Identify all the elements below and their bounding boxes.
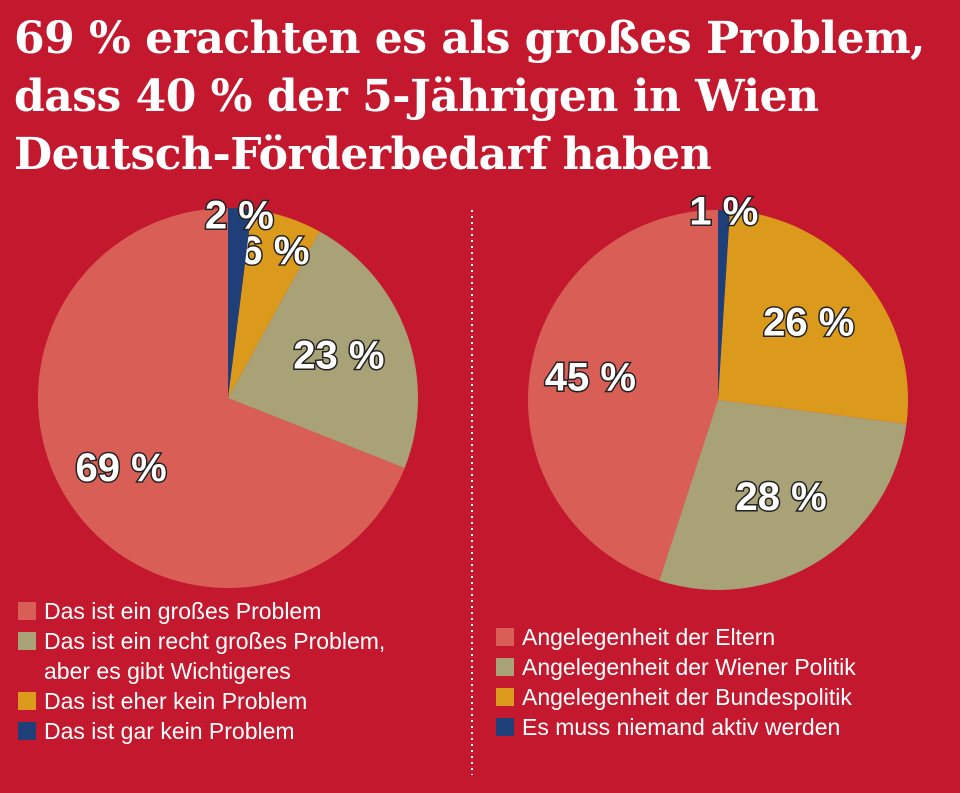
pie-chart-right: 45 % 28 % 26 % 1 % — [527, 188, 908, 590]
legend-swatch — [496, 688, 514, 706]
pie-chart-left: 69 % 23 % 6 %2 % — [37, 192, 419, 588]
chart-title: 69 % erachten es als großes Problem, das… — [14, 13, 925, 180]
pie-slice — [37, 208, 405, 588]
legend-item-gar-kein-problem: Das ist gar kein Problem — [18, 716, 468, 746]
legend-label: Das ist ein recht großes Problem, aber e… — [44, 628, 386, 684]
legend-label: Angelegenheit der Eltern — [522, 624, 776, 650]
legend-swatch — [18, 632, 36, 650]
legend-label: Es muss niemand aktiv werden — [522, 714, 841, 740]
pie-data-label: 1 % — [689, 189, 758, 233]
pie-slice — [228, 208, 252, 398]
pie-slice — [659, 400, 907, 590]
legend-label: Angelegenheit der Wiener Politik — [522, 654, 856, 680]
pie-slice — [228, 209, 320, 398]
pie-data-label: 28 % — [736, 475, 827, 519]
legend-item-grosses-problem: Das ist ein großes Problem — [18, 596, 468, 626]
legend-item-eher-kein-problem: Das ist eher kein Problem — [18, 686, 468, 716]
pie-slice — [527, 210, 718, 581]
legend-swatch — [18, 602, 36, 620]
legend-left: Das ist ein großes Problem Das ist ein r… — [18, 596, 468, 746]
legend-item-wiener-politik: Angelegenheit der Wiener Politik — [496, 652, 946, 682]
pie-slice — [228, 231, 419, 468]
legend-swatch — [496, 718, 514, 736]
legend-label: Das ist ein großes Problem — [44, 598, 322, 624]
pie-data-label: 2 % — [205, 193, 274, 237]
pie-data-label: 26 % — [763, 300, 854, 344]
legend-swatch — [496, 628, 514, 646]
legend-item-recht-grosses-problem: Das ist ein recht großes Problem, aber e… — [18, 626, 468, 686]
pie-data-label: 45 % — [545, 355, 636, 399]
legend-label: Das ist eher kein Problem — [44, 688, 308, 714]
legend-swatch — [18, 722, 36, 740]
legend-label: Angelegenheit der Bundespolitik — [522, 684, 852, 710]
legend-item-bundespolitik: Angelegenheit der Bundespolitik — [496, 682, 946, 712]
legend-right: Angelegenheit der Eltern Angelegenheit d… — [496, 622, 946, 742]
legend-item-eltern: Angelegenheit der Eltern — [496, 622, 946, 652]
legend-item-niemand-aktiv: Es muss niemand aktiv werden — [496, 712, 946, 742]
legend-label: Das ist gar kein Problem — [44, 718, 295, 744]
pie-data-label: 69 % — [76, 446, 167, 490]
legend-swatch — [496, 658, 514, 676]
pie-data-label: 6 % — [241, 229, 310, 273]
legend-swatch — [18, 692, 36, 710]
pie-slice — [718, 210, 730, 400]
pie-data-label: 23 % — [293, 334, 384, 378]
pie-slice — [718, 210, 908, 424]
